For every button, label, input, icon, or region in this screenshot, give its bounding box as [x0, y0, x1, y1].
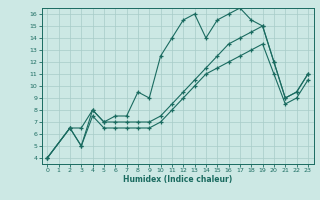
X-axis label: Humidex (Indice chaleur): Humidex (Indice chaleur): [123, 175, 232, 184]
